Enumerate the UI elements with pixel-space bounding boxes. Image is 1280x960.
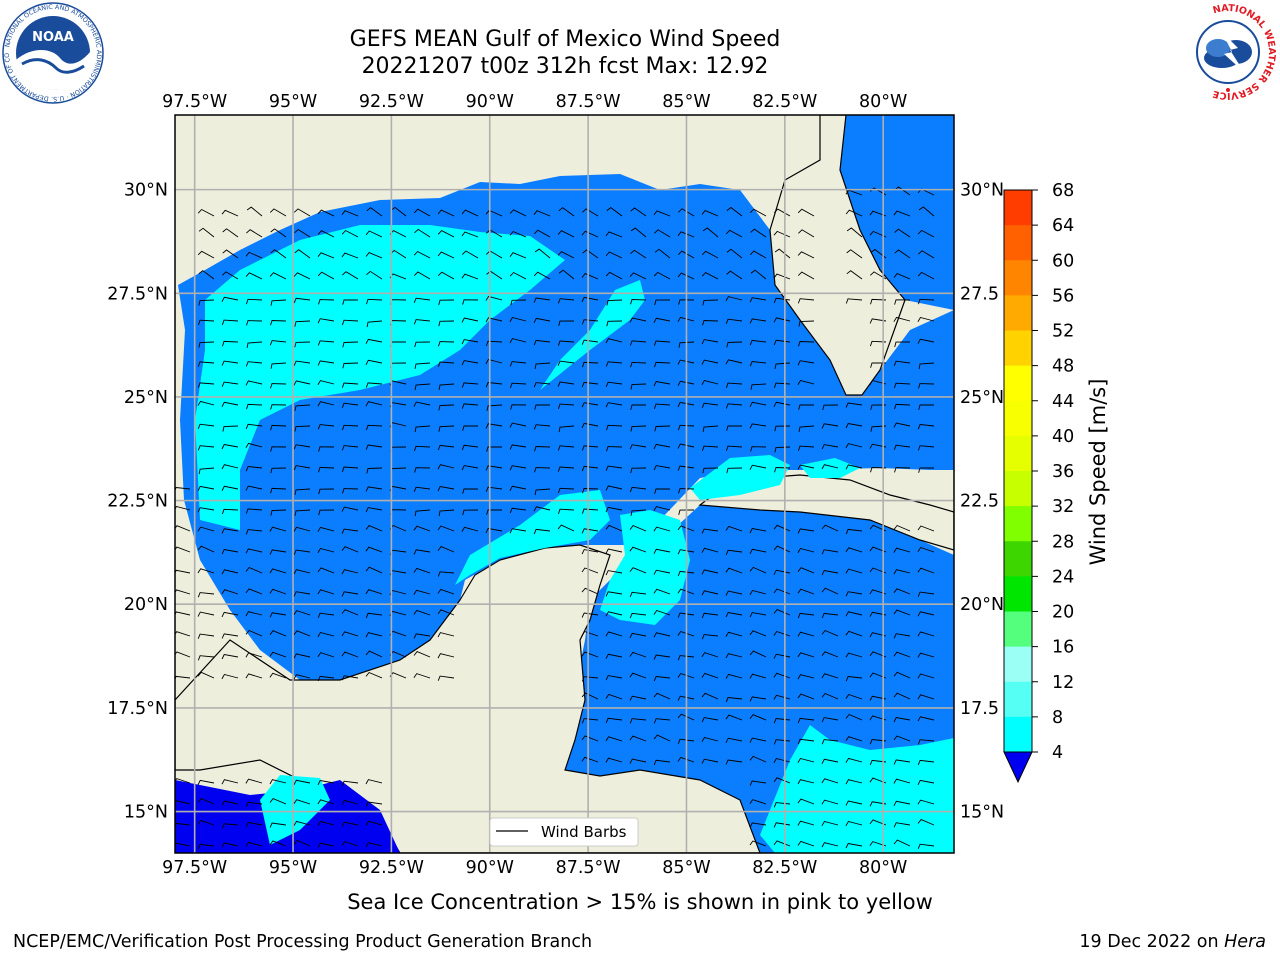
lat-label-left: 17.5°N <box>107 699 168 719</box>
colorbar-segment <box>1004 190 1032 226</box>
colorbar-tick: 48 <box>1052 357 1074 377</box>
lat-label-left: 22.5°N <box>107 492 168 512</box>
lat-label-left: 15°N <box>124 803 168 823</box>
colorbar-segment <box>1004 400 1032 437</box>
lon-label-top: 92.5°W <box>359 92 424 112</box>
colorbar-tick: 68 <box>1052 181 1074 201</box>
colorbar-segment <box>1004 295 1032 331</box>
colorbar-segment <box>1004 471 1032 507</box>
lon-label-top: 97.5°W <box>162 92 227 112</box>
wind-8-12-region-1 <box>540 280 645 390</box>
lat-label-left: 30°N <box>124 181 168 201</box>
colorbar-tick: 36 <box>1052 462 1074 482</box>
footer-credit: NCEP/EMC/Verification Post Processing Pr… <box>13 932 593 952</box>
colorbar-segment <box>1004 716 1032 753</box>
colorbar-segment <box>1004 506 1032 542</box>
lat-label-right: 30°N <box>960 181 1004 201</box>
colorbar-segment <box>1004 260 1032 296</box>
map-legend: Wind Barbs <box>489 817 639 847</box>
lat-label-right: 17.5 <box>960 699 999 719</box>
colorbar-segment <box>1004 681 1032 718</box>
footer-date: 19 Dec 2022 on Hera <box>1079 932 1266 952</box>
colorbar-tick: 28 <box>1052 532 1074 552</box>
lat-label-left: 25°N <box>124 388 168 408</box>
lat-label-right: 25°N <box>960 388 1004 408</box>
colorbar-segment <box>1004 435 1032 472</box>
lon-label-bottom: 85°W <box>662 858 710 878</box>
noaa-logo: NATIONAL OCEANIC AND ATMOSPHERIC ADMINIS… <box>2 2 104 104</box>
chart-title: GEFS MEAN Gulf of Mexico Wind Speed <box>349 27 781 52</box>
colorbar-tick: 52 <box>1052 322 1074 342</box>
colorbar-segment <box>1004 611 1032 648</box>
lat-label-right: 22.5 <box>960 492 999 512</box>
colorbar-extend <box>1003 751 1033 784</box>
colorbar-tick: 64 <box>1052 216 1074 236</box>
colorbar-segment <box>1004 576 1032 612</box>
land-mass-1 <box>175 544 761 853</box>
colorbar-tick: 12 <box>1052 673 1074 693</box>
colorbar-segment <box>1004 225 1032 261</box>
footer-host: Hera <box>1224 932 1266 952</box>
lon-label-bottom: 97.5°W <box>162 858 227 878</box>
noaa-logo-text: NOAA <box>32 30 74 45</box>
wind-8-12-region-0 <box>195 225 565 530</box>
lon-label-bottom: 87.5°W <box>556 858 621 878</box>
colorbar-tick: 60 <box>1052 251 1074 271</box>
colorbar-tick: 56 <box>1052 286 1074 306</box>
map-frame <box>174 114 955 854</box>
lat-label-left: 27.5°N <box>107 284 168 304</box>
colorbar-tick: 44 <box>1052 392 1074 412</box>
wind-8-12-region-7 <box>260 775 330 845</box>
colorbar-tick: 20 <box>1052 603 1074 623</box>
lat-label-right: 15°N <box>960 803 1004 823</box>
colorbar-tick: 32 <box>1052 497 1074 517</box>
wind-8-12-region-2 <box>455 490 610 585</box>
lat-label-left: 20°N <box>124 595 168 615</box>
colorbar-segment <box>1004 330 1032 367</box>
lon-label-bottom: 80°W <box>859 858 907 878</box>
lon-label-bottom: 90°W <box>466 858 514 878</box>
lon-label-top: 80°W <box>859 92 907 112</box>
lon-label-top: 82.5°W <box>752 92 817 112</box>
lon-label-bottom: 82.5°W <box>752 858 817 878</box>
atlantic-wind-4-8 <box>840 115 954 310</box>
colorbar-tick: 24 <box>1052 567 1074 587</box>
colorbar-tick: 8 <box>1052 708 1063 728</box>
lon-label-top: 90°W <box>466 92 514 112</box>
legend-label: Wind Barbs <box>541 823 627 841</box>
lon-label-top: 95°W <box>269 92 317 112</box>
chart-subtitle: 20221207 t00z 312h fcst Max: 12.92 <box>361 54 769 79</box>
colorbar-label: Wind Speed [m/s] <box>1086 379 1110 566</box>
lat-label-right: 20°N <box>960 595 1004 615</box>
lon-label-top: 87.5°W <box>556 92 621 112</box>
map-gridlines <box>175 115 954 853</box>
lat-label-right: 27.5 <box>960 284 999 304</box>
colorbar-segment <box>1004 541 1032 577</box>
colorbar-tick: 40 <box>1052 427 1074 447</box>
colorbar-segment <box>1004 646 1032 683</box>
lon-label-bottom: 92.5°W <box>359 858 424 878</box>
lon-label-top: 85°W <box>662 92 710 112</box>
land-mass-0 <box>769 115 906 396</box>
nws-logo: NATIONAL WEATHER SERVICE <box>1180 3 1277 101</box>
colorbar-tick: 4 <box>1052 743 1063 763</box>
wind-8-12-region-3 <box>600 510 690 625</box>
wind-8-12-region-6 <box>760 725 954 853</box>
lon-label-bottom: 95°W <box>269 858 317 878</box>
colorbar-tick: 16 <box>1052 638 1074 658</box>
colorbar-segment <box>1004 365 1032 402</box>
wind-8-12-region-5 <box>800 458 860 478</box>
colorbar: 68 64 60 56 52 48 44 40 36 32 28 24 20 16 12 8 4 <box>1003 181 1074 784</box>
wind-8-12-region-4 <box>690 455 790 500</box>
footer-date-text: 19 Dec 2022 on <box>1079 932 1225 952</box>
sea-ice-note: Sea Ice Concentration > 15% is shown in … <box>347 890 933 914</box>
